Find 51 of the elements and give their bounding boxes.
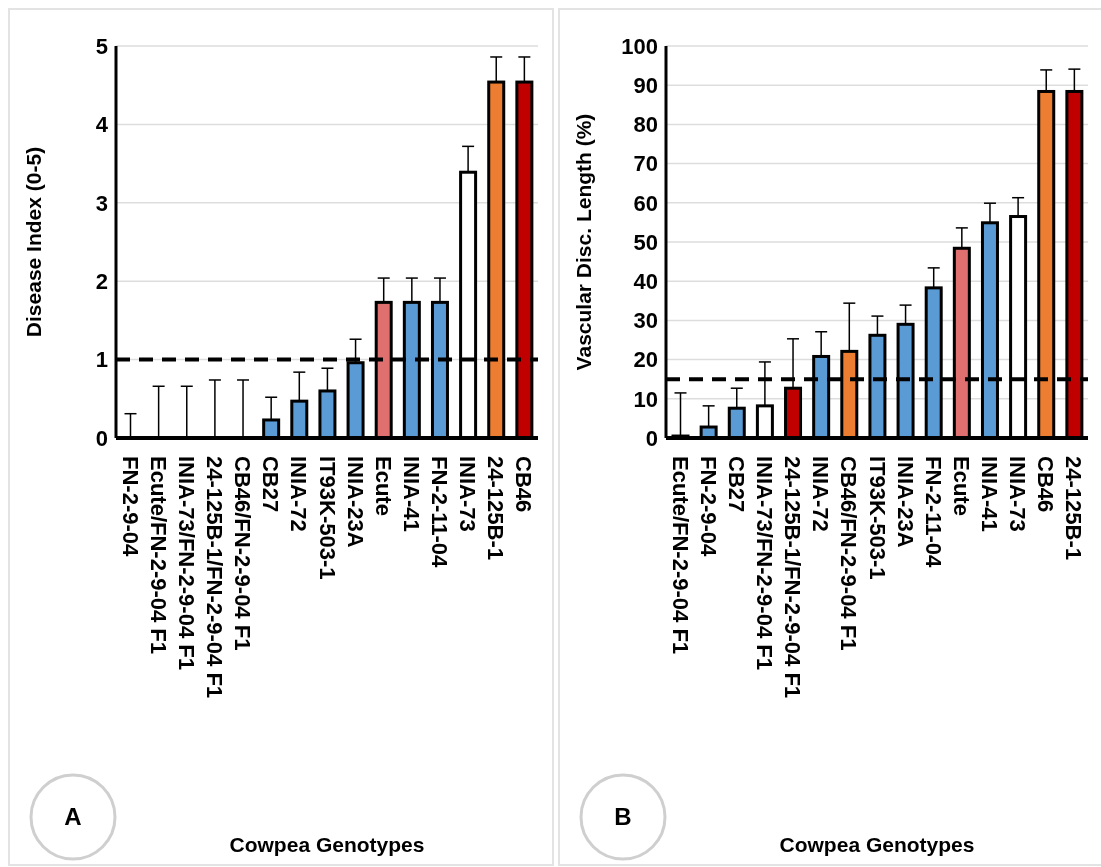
x-tick-label: INIA-73 [1005,456,1031,532]
y-tick-label: 70 [633,151,658,177]
x-tick-label: INIA-23A [892,456,918,548]
x-tick-label: CB27 [723,456,749,513]
x-axis-title: Cowpea Genotypes [229,833,425,856]
x-tick-label: Ecute [370,456,396,516]
x-tick-label: Ecute/FN-2-9-04 F1 [145,456,171,655]
x-tick-label: FN-2-11-04 [920,456,946,569]
x-tick-label: CB27 [258,456,284,513]
y-tick-label: 2 [95,269,108,295]
x-tick-label: CB46/FN-2-9-04 F1 [836,456,862,651]
x-tick-label: INIA-72 [808,456,834,532]
x-tick-label: FN-2-11-04 [427,456,453,569]
x-tick-label: INIA-73/FN-2-9-04 F1 [751,456,777,670]
y-tick-label: 0 [95,425,108,451]
x-tick-label: 24-125B-1/FN-2-9-04 F1 [201,456,227,699]
x-tick-label: INIA-72 [286,456,312,532]
y-tick-label: 5 [95,33,108,59]
y-tick-label: 30 [633,308,658,334]
x-tick-label: IT93K-503-1 [864,456,890,580]
y-tick-label: 50 [633,229,658,255]
x-tick-label: FN-2-9-04 [695,456,721,558]
x-tick-label: INIA-23A [342,456,368,548]
y-tick-label: 10 [633,386,658,412]
y-axis-title: Disease Index (0-5) [22,146,46,338]
y-tick-label: 90 [633,73,658,99]
x-tick-label: 24-125B-1/FN-2-9-04 F1 [780,456,806,699]
x-axis-title: Cowpea Genotypes [779,833,975,856]
y-tick-label: 80 [633,112,658,138]
x-tick-label: INIA-41 [398,456,424,532]
y-tick-label: 100 [621,33,658,59]
x-tick-label: INIA-73/FN-2-9-04 F1 [173,456,199,670]
y-tick-label: 60 [633,190,658,216]
y-tick-label: 3 [95,190,108,216]
x-tick-label: 24-125B-1 [1061,456,1087,560]
x-tick-label: Ecute/FN-2-9-04 F1 [667,456,693,655]
x-tick-label: IT93K-503-1 [314,456,340,580]
x-tick-label: INIA-41 [977,456,1003,532]
x-tick-label: CB46 [511,456,537,513]
x-tick-label: Ecute [948,456,974,516]
y-tick-label: 4 [95,112,109,138]
x-tick-label: 24-125B-1 [483,456,509,560]
y-tick-label: 1 [95,347,108,373]
y-tick-label: 20 [633,347,658,373]
y-axis-title: Vascular Disc. Length (%) [572,113,596,371]
y-tick-label: 0 [645,425,658,451]
y-tick-label: 40 [633,269,658,295]
x-tick-label: CB46 [1033,456,1059,513]
x-tick-label: INIA-73 [455,456,481,532]
x-tick-label: CB46/FN-2-9-04 F1 [230,456,256,651]
x-tick-label: FN-2-9-04 [117,456,143,558]
